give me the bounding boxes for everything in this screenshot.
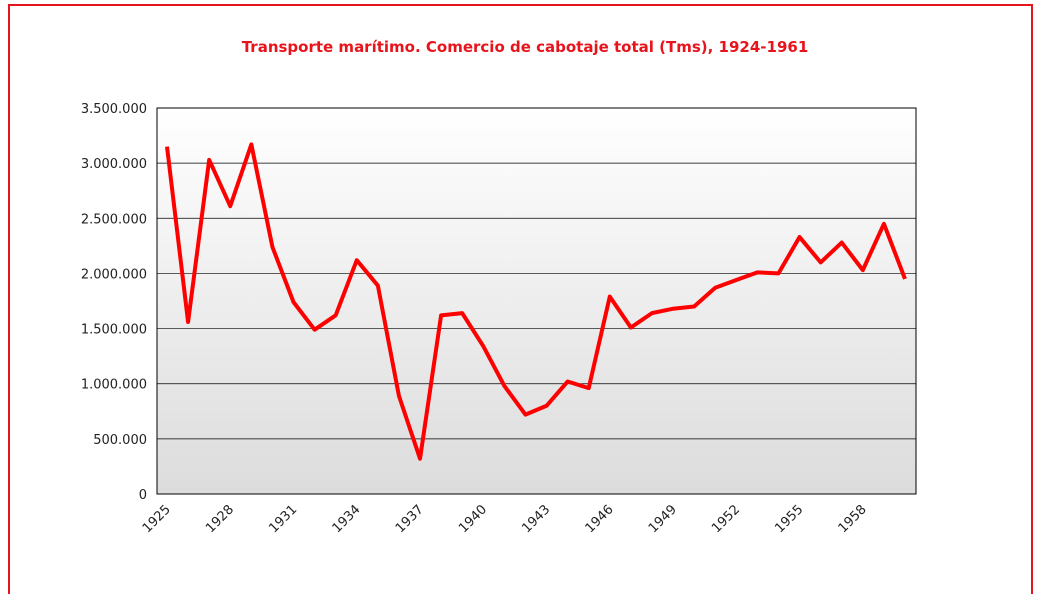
x-tick-label: 1946 [583,502,617,536]
x-tick-label: 1943 [519,502,553,536]
x-tick-label: 1952 [709,502,743,536]
line-series [165,142,907,461]
x-tick-label: 1934 [330,502,364,536]
x-tick-label: 1958 [836,502,870,536]
y-tick-label: 1.000.000 [81,378,147,393]
frame [8,4,1033,594]
y-tick-label: 3.500.000 [81,102,147,117]
y-tick-label: 2.500.000 [81,212,147,227]
y-tick-label: 2.000.000 [81,267,147,282]
x-tick-label: 1955 [772,502,806,536]
x-tick-label: 1940 [456,502,490,536]
y-tick-label: 3.000.000 [81,157,147,172]
y-tick-label: 1.500.000 [81,323,147,338]
y-tick-label: 500.000 [93,433,147,448]
x-tick-label: 1931 [266,502,300,536]
x-tick-label: 1937 [393,502,427,536]
x-tick-label: 1928 [203,502,237,536]
chart-title: Transporte marítimo. Comercio de cabotaj… [242,38,809,56]
y-tick-label: 0 [139,488,147,503]
x-tick-label: 1949 [646,502,680,536]
plot-area [156,107,917,495]
x-tick-label: 1925 [140,502,174,536]
